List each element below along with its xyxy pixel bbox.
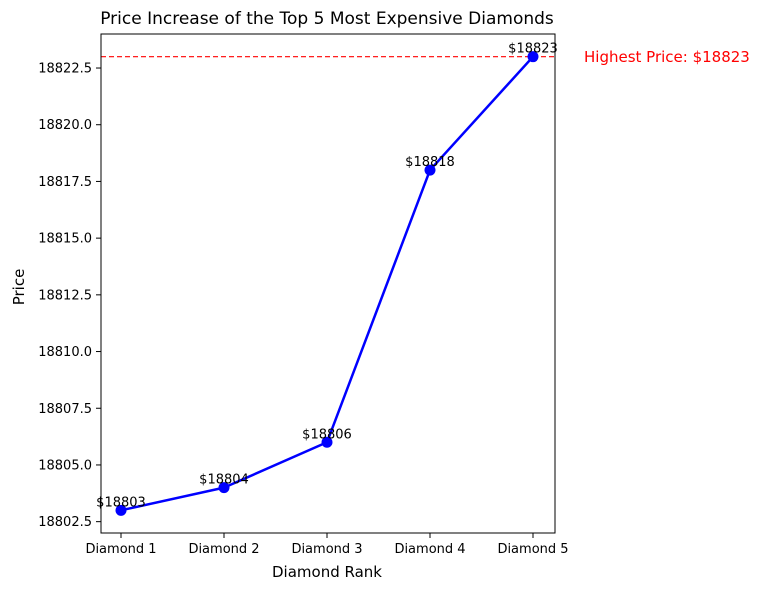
x-tick-label: Diamond 1 [85, 542, 156, 557]
data-point [321, 436, 333, 448]
x-tick-label: Diamond 4 [394, 542, 465, 557]
y-tick-label: 18810.0 [38, 345, 92, 360]
y-tick-label: 18822.5 [38, 62, 92, 77]
chart-title: Price Increase of the Top 5 Most Expensi… [100, 9, 554, 29]
data-label: $18823 [508, 42, 558, 57]
data-point [218, 482, 230, 494]
y-tick-label: 18807.5 [38, 402, 92, 417]
x-tick-label: Diamond 5 [497, 542, 568, 557]
data-label: $18806 [302, 427, 352, 442]
data-label: $18818 [405, 155, 455, 170]
data-label: $18803 [96, 495, 146, 510]
x-axis-label: Diamond Rank [272, 563, 382, 581]
y-tick-label: 18820.0 [38, 118, 92, 133]
y-axis-label: Price [10, 269, 28, 306]
x-tick-label: Diamond 3 [291, 542, 362, 557]
x-tick-label: Diamond 2 [188, 542, 259, 557]
data-point [527, 51, 539, 63]
y-tick-label: 18802.5 [38, 515, 92, 530]
data-point [115, 504, 127, 516]
axes-frame [100, 33, 556, 534]
data-label: $18804 [199, 473, 249, 488]
plot-area: $18803 $18804 $18806 $18818 $18823 18802.5 188… [38, 33, 569, 557]
y-tick-label: 18805.0 [38, 458, 92, 473]
y-tick-label: 18817.5 [38, 175, 92, 190]
y-tick-label: 18815.0 [38, 232, 92, 247]
data-point [424, 164, 436, 176]
y-tick-label: 18812.5 [38, 288, 92, 303]
highest-price-annotation: Highest Price: $18823 [584, 48, 750, 66]
